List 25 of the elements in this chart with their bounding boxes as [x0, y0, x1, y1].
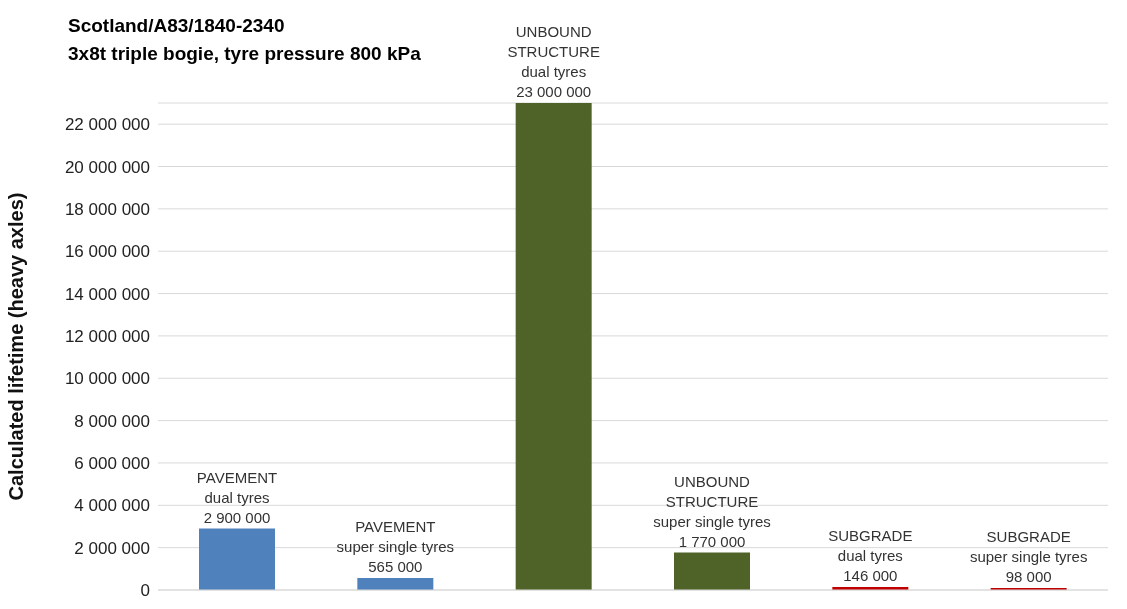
data-label: PAVEMENT super single tyres 565 000 [336, 518, 455, 576]
y-tick-label: 14 000 000 [64, 284, 150, 304]
y-tick-label: 2 000 000 [74, 538, 150, 558]
y-axis-title: Calculated lifetime (heavy axles) [5, 192, 28, 501]
data-label: SUBGRADE super single tyres 98 000 [969, 527, 1088, 585]
bar [674, 552, 750, 590]
y-tick-label: 18 000 000 [64, 199, 150, 219]
y-tick-label: 20 000 000 [64, 157, 150, 177]
bar [199, 528, 275, 590]
y-tick-label: 12 000 000 [64, 326, 150, 346]
y-tick-label: 6 000 000 [74, 453, 150, 473]
data-label: UNBOUND STRUCTURE super single tyres 1 770 000 [653, 472, 771, 550]
chart-title: Scotland/A83/1840-2340 [68, 14, 286, 38]
y-tick-label: 16 000 000 [64, 242, 150, 262]
y-tick-label: 10 000 000 [64, 369, 150, 389]
y-tick-label: 8 000 000 [74, 411, 150, 431]
chart-subtitle: 3x8t triple bogie, tyre pressure 800 kPa [68, 42, 421, 66]
y-tick-label: 4 000 000 [74, 496, 150, 516]
y-tick-label: 0 [140, 581, 150, 601]
bar [357, 578, 434, 590]
data-label: UNBOUND STRUCTURE dual tyres 23 000 000 [507, 23, 600, 100]
bar [515, 103, 592, 590]
data-label: SUBGRADE dual tyres 146 000 [828, 526, 913, 584]
y-tick-label: 22 000 000 [64, 115, 150, 135]
data-label: PAVEMENT dual tyres 2 900 000 [196, 468, 278, 526]
